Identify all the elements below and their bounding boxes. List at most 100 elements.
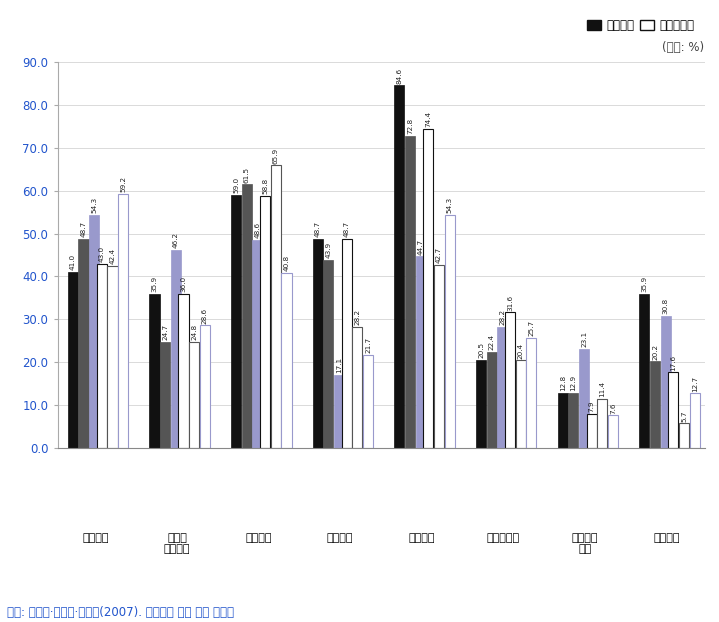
Bar [178, 294, 188, 448]
Text: 28.6: 28.6 [202, 307, 208, 323]
Bar [526, 338, 536, 448]
Text: 41.0: 41.0 [70, 254, 75, 271]
Bar [189, 341, 199, 448]
Bar [242, 184, 252, 448]
Text: 35.9: 35.9 [152, 276, 157, 292]
Text: 12.7: 12.7 [692, 376, 697, 392]
Text: 59.2: 59.2 [120, 176, 126, 192]
Text: 54.3: 54.3 [446, 197, 453, 213]
Text: 48.7: 48.7 [344, 221, 349, 238]
Text: 74.4: 74.4 [426, 111, 431, 128]
Bar [231, 195, 241, 448]
Bar [690, 394, 700, 448]
Text: 17.1: 17.1 [336, 357, 342, 373]
Bar [78, 239, 88, 448]
Bar [352, 327, 362, 448]
Text: 30.8: 30.8 [663, 298, 669, 314]
Bar [639, 294, 649, 448]
Text: 65.9: 65.9 [273, 147, 279, 164]
Text: 43.9: 43.9 [326, 242, 331, 258]
Bar [568, 392, 579, 448]
Bar [270, 165, 281, 448]
Text: 43.0: 43.0 [99, 246, 105, 262]
Text: 현장체험: 현장체험 [408, 532, 435, 542]
Bar [200, 325, 210, 448]
Text: 법교과
진로교육: 법교과 진로교육 [164, 532, 191, 554]
Text: 20.5: 20.5 [478, 342, 484, 358]
Text: 24.7: 24.7 [162, 324, 168, 340]
Bar [68, 272, 78, 448]
Bar [661, 316, 671, 448]
Legend: 지원학교, 미지원학교: 지원학교, 미지원학교 [582, 14, 699, 37]
Text: 42.4: 42.4 [109, 248, 116, 264]
Bar [579, 349, 589, 448]
Text: 21.7: 21.7 [365, 337, 371, 353]
Text: 72.8: 72.8 [407, 118, 413, 134]
Text: 22.4: 22.4 [489, 334, 495, 350]
Text: 31.6: 31.6 [507, 295, 513, 311]
Bar [324, 260, 334, 448]
Bar [405, 136, 415, 448]
Text: 자료: 오호영·이지연·윤형한(2007). 진로교육 지표 조사 원자료: 자료: 오호영·이지연·윤형한(2007). 진로교육 지표 조사 원자료 [7, 606, 234, 619]
Bar [416, 256, 426, 448]
Bar [334, 374, 344, 448]
Bar [434, 265, 444, 448]
Bar [476, 360, 486, 448]
Text: 20.4: 20.4 [518, 343, 523, 359]
Bar [498, 327, 508, 448]
Text: 46.2: 46.2 [173, 232, 179, 248]
Text: 84.6: 84.6 [396, 68, 403, 83]
Text: 교과교육: 교과교육 [82, 532, 109, 542]
Text: 48.6: 48.6 [255, 222, 260, 238]
Text: 61.5: 61.5 [244, 167, 249, 183]
Text: 54.3: 54.3 [91, 197, 97, 213]
Text: 58.8: 58.8 [262, 178, 268, 194]
Text: 48.7: 48.7 [315, 221, 321, 238]
Bar [597, 399, 608, 448]
Text: 59.0: 59.0 [233, 177, 239, 193]
Text: 42.7: 42.7 [436, 247, 442, 263]
Bar [650, 361, 660, 448]
Text: (단위: %): (단위: %) [662, 42, 705, 55]
Text: 44.7: 44.7 [418, 238, 423, 254]
Text: 17.6: 17.6 [670, 355, 677, 371]
Bar [342, 239, 352, 448]
Text: 7.6: 7.6 [610, 402, 616, 414]
Text: 36.0: 36.0 [180, 276, 186, 292]
Text: 7.9: 7.9 [589, 401, 595, 412]
Bar [313, 239, 323, 448]
Bar [170, 250, 181, 448]
Bar [608, 415, 618, 448]
Text: 28.2: 28.2 [500, 309, 505, 325]
Text: 20.2: 20.2 [652, 343, 658, 360]
Bar [444, 215, 455, 448]
Bar [587, 414, 597, 448]
Text: 기타활동: 기타활동 [654, 532, 680, 542]
Text: 시범학교
운영: 시범학교 운영 [572, 532, 598, 554]
Text: 특별활동: 특별활동 [327, 532, 354, 542]
Bar [363, 355, 373, 448]
Bar [668, 373, 679, 448]
Text: 25.7: 25.7 [528, 320, 534, 336]
Text: 40.8: 40.8 [283, 255, 290, 271]
Bar [96, 264, 107, 448]
Text: 12.8: 12.8 [559, 375, 566, 391]
Text: 28.2: 28.2 [354, 309, 360, 325]
Bar [252, 239, 262, 448]
Bar [505, 312, 515, 448]
Text: 35.9: 35.9 [641, 276, 647, 292]
Text: 5.7: 5.7 [681, 410, 687, 422]
Bar [150, 294, 160, 448]
Bar [679, 424, 689, 448]
Bar [89, 215, 99, 448]
Bar [423, 129, 434, 448]
Text: 12.9: 12.9 [570, 374, 577, 391]
Text: 재량활동: 재량활동 [245, 532, 272, 542]
Bar [260, 196, 270, 448]
Text: 23.1: 23.1 [581, 331, 587, 347]
Text: 24.8: 24.8 [191, 323, 197, 340]
Bar [107, 266, 117, 448]
Bar [487, 352, 497, 448]
Bar [558, 393, 568, 448]
Text: 11.4: 11.4 [600, 381, 605, 397]
